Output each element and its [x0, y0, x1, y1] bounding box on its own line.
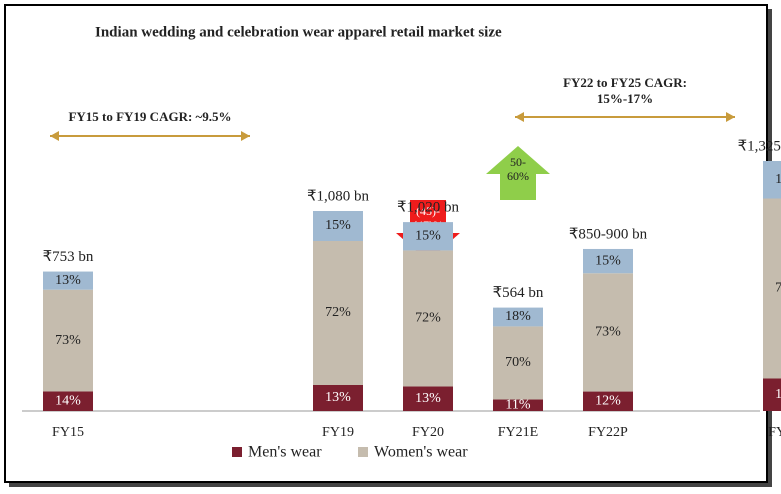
- value-label: 18%: [505, 309, 531, 324]
- x-tick-label: FY21E: [498, 425, 538, 440]
- annotation: 50-: [510, 155, 526, 169]
- bar-segment: [403, 250, 453, 387]
- total-label: ₹564 bn: [493, 285, 544, 301]
- bar-segment: [763, 378, 781, 411]
- x-tick-label: FY20: [412, 425, 444, 440]
- value-label: 12%: [595, 393, 621, 408]
- value-label: 72%: [325, 305, 351, 320]
- bar-segment: [763, 161, 781, 199]
- annotation: FY15 to FY19 CAGR: ~9.5%: [68, 109, 231, 124]
- total-label: ₹1,080 bn: [307, 188, 370, 204]
- bar-segment: [493, 399, 543, 411]
- x-tick-label: FY22P: [588, 425, 628, 440]
- value-label: 15%: [775, 172, 781, 187]
- bar-segment: [43, 271, 93, 290]
- bar-segment: [763, 198, 781, 379]
- annotation: (45)-: [416, 204, 440, 218]
- value-label: 72%: [415, 311, 441, 326]
- annotation: 60%: [507, 169, 529, 183]
- value-label: 14%: [55, 393, 81, 408]
- bar-segment: [493, 307, 543, 327]
- bar-segment: [583, 391, 633, 411]
- total-label: ₹753 bn: [43, 249, 94, 265]
- value-label: 70%: [505, 355, 531, 370]
- annotation: 15%-17%: [597, 91, 653, 106]
- x-tick-label: FY25P: [768, 425, 781, 440]
- value-label: 15%: [415, 228, 441, 243]
- bar-segment: [43, 289, 93, 392]
- bar-segment: [43, 391, 93, 411]
- value-label: 13%: [55, 273, 81, 288]
- x-tick-label: FY15: [52, 425, 84, 440]
- bar-segment: [313, 241, 363, 385]
- value-label: 13%: [775, 387, 781, 402]
- total-label: ₹1,020 bn: [397, 200, 460, 216]
- value-label: 15%: [595, 253, 621, 268]
- value-label: 15%: [325, 218, 351, 233]
- chart-title: Indian wedding and celebration wear appa…: [95, 24, 502, 40]
- frame: [4, 4, 768, 483]
- total-label: ₹1,325-1,375 bn: [738, 138, 781, 154]
- legend-swatch: [232, 447, 242, 457]
- x-tick-label: FY19: [322, 425, 354, 440]
- bar-segment: [493, 326, 543, 400]
- total-label: ₹850-900 bn: [569, 226, 648, 242]
- value-label: 73%: [595, 325, 621, 340]
- bar-segment: [313, 385, 363, 411]
- bar-segment: [403, 386, 453, 411]
- bar-segment: [583, 273, 633, 392]
- bar-segment: [313, 211, 363, 241]
- legend-label: Men's wear: [248, 444, 322, 461]
- bar-segment: [403, 222, 453, 251]
- value-label: 13%: [325, 390, 351, 405]
- value-label: 11%: [505, 397, 530, 412]
- legend-swatch: [358, 447, 368, 457]
- value-label: 72%: [775, 281, 781, 296]
- value-label: 73%: [55, 333, 81, 348]
- value-label: 13%: [415, 391, 441, 406]
- growth-arrow: [486, 146, 550, 200]
- annotation: FY22 to FY25 CAGR:: [563, 75, 687, 90]
- legend-label: Women's wear: [374, 444, 468, 461]
- bar-segment: [583, 248, 633, 274]
